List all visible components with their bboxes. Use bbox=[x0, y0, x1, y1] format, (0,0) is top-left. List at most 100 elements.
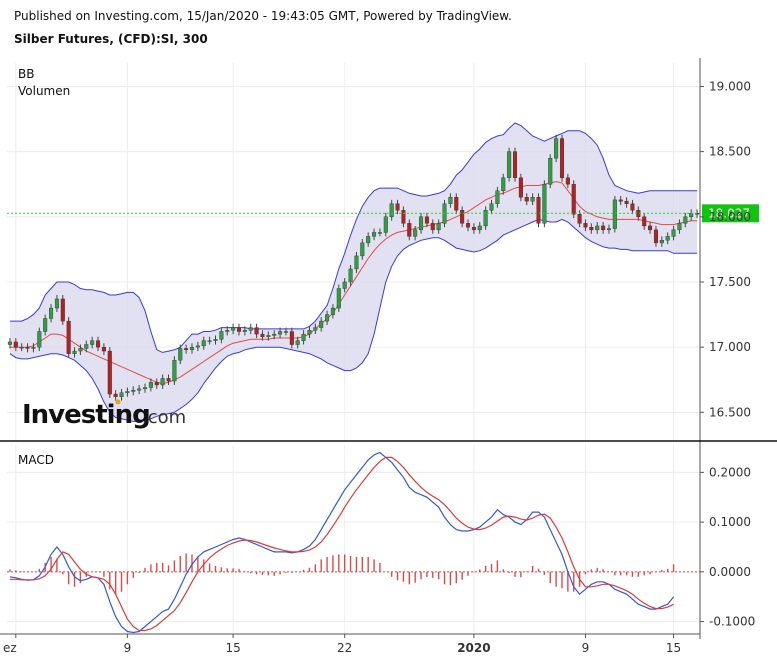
candle[interactable] bbox=[313, 327, 318, 331]
candle[interactable] bbox=[225, 330, 230, 332]
candle[interactable] bbox=[60, 298, 65, 322]
candle[interactable] bbox=[54, 298, 59, 309]
candle[interactable] bbox=[272, 333, 277, 336]
candle[interactable] bbox=[477, 225, 482, 231]
candle[interactable] bbox=[612, 199, 617, 229]
candle[interactable] bbox=[495, 190, 500, 204]
candle[interactable] bbox=[548, 157, 553, 185]
candle[interactable] bbox=[454, 197, 459, 211]
candle[interactable] bbox=[260, 333, 265, 337]
candle[interactable] bbox=[113, 393, 118, 397]
candle[interactable] bbox=[242, 330, 247, 332]
candle[interactable] bbox=[389, 203, 394, 218]
candle[interactable] bbox=[377, 232, 382, 234]
candle[interactable] bbox=[107, 350, 112, 395]
candle[interactable] bbox=[618, 199, 623, 202]
candle[interactable] bbox=[677, 223, 682, 231]
candle[interactable] bbox=[66, 320, 71, 354]
candle[interactable] bbox=[530, 197, 535, 202]
candle[interactable] bbox=[366, 236, 371, 244]
candle[interactable] bbox=[501, 177, 506, 191]
candle[interactable] bbox=[512, 151, 518, 178]
candle[interactable] bbox=[172, 359, 177, 382]
candle[interactable] bbox=[254, 327, 259, 335]
candle[interactable] bbox=[189, 346, 195, 350]
candle[interactable] bbox=[430, 223, 435, 231]
candle[interactable] bbox=[325, 314, 330, 322]
candle[interactable] bbox=[84, 344, 89, 349]
candle[interactable] bbox=[248, 327, 253, 331]
candle[interactable] bbox=[43, 318, 48, 332]
candle[interactable] bbox=[354, 255, 359, 270]
candle[interactable] bbox=[577, 213, 582, 224]
candle[interactable] bbox=[542, 184, 547, 224]
candle[interactable] bbox=[413, 229, 418, 237]
candle[interactable] bbox=[554, 138, 559, 159]
candle[interactable] bbox=[25, 346, 30, 349]
candle[interactable] bbox=[301, 333, 306, 341]
candle[interactable] bbox=[236, 327, 241, 332]
candle[interactable] bbox=[125, 391, 130, 393]
candle[interactable] bbox=[78, 348, 83, 352]
candle[interactable] bbox=[201, 340, 206, 347]
candle[interactable] bbox=[295, 340, 300, 345]
candle[interactable] bbox=[407, 223, 412, 237]
candle[interactable] bbox=[166, 378, 171, 382]
candle[interactable] bbox=[624, 200, 629, 204]
candle[interactable] bbox=[336, 288, 341, 309]
candle[interactable] bbox=[96, 340, 101, 348]
candle[interactable] bbox=[648, 225, 653, 231]
candle[interactable] bbox=[436, 223, 441, 231]
candle[interactable] bbox=[119, 392, 124, 397]
candle[interactable] bbox=[330, 307, 335, 315]
candle[interactable] bbox=[489, 203, 494, 211]
candle[interactable] bbox=[207, 340, 212, 342]
candle[interactable] bbox=[160, 378, 165, 386]
candle[interactable] bbox=[559, 138, 565, 178]
candle[interactable] bbox=[7, 341, 12, 345]
candle[interactable] bbox=[154, 382, 159, 386]
price-panel[interactable]: 18.027 bbox=[7, 122, 759, 422]
candle[interactable] bbox=[289, 331, 294, 345]
candle[interactable] bbox=[360, 242, 365, 257]
candle[interactable] bbox=[606, 228, 611, 231]
candle[interactable] bbox=[419, 216, 424, 231]
candle[interactable] bbox=[524, 197, 529, 202]
candle[interactable] bbox=[178, 348, 183, 361]
candle[interactable] bbox=[142, 387, 148, 390]
candle[interactable] bbox=[448, 197, 453, 204]
candle[interactable] bbox=[266, 335, 271, 337]
candle[interactable] bbox=[659, 240, 664, 244]
candle[interactable] bbox=[683, 216, 688, 224]
candle[interactable] bbox=[401, 210, 406, 224]
candle[interactable] bbox=[583, 223, 588, 228]
candle[interactable] bbox=[342, 281, 347, 289]
candle[interactable] bbox=[589, 227, 594, 231]
candle[interactable] bbox=[653, 229, 658, 244]
candle[interactable] bbox=[195, 345, 200, 348]
candle[interactable] bbox=[571, 184, 576, 215]
candle[interactable] bbox=[642, 216, 647, 227]
candle[interactable] bbox=[395, 203, 400, 211]
candle[interactable] bbox=[319, 320, 324, 328]
candle[interactable] bbox=[131, 389, 136, 392]
candle[interactable] bbox=[671, 229, 676, 237]
candle[interactable] bbox=[72, 350, 77, 354]
candle[interactable] bbox=[383, 216, 388, 233]
candle[interactable] bbox=[13, 341, 18, 348]
candle[interactable] bbox=[37, 331, 42, 348]
macd-panel[interactable] bbox=[7, 451, 700, 634]
candle[interactable] bbox=[278, 331, 283, 335]
candle[interactable] bbox=[507, 151, 512, 178]
candle[interactable] bbox=[565, 177, 570, 185]
candle[interactable] bbox=[19, 346, 24, 349]
candle[interactable] bbox=[184, 348, 189, 350]
candle[interactable] bbox=[518, 177, 523, 198]
candle[interactable] bbox=[213, 339, 218, 341]
candle[interactable] bbox=[90, 340, 95, 345]
candle[interactable] bbox=[348, 268, 353, 283]
candle[interactable] bbox=[49, 307, 54, 319]
candle[interactable] bbox=[137, 388, 142, 391]
candle[interactable] bbox=[31, 346, 36, 349]
